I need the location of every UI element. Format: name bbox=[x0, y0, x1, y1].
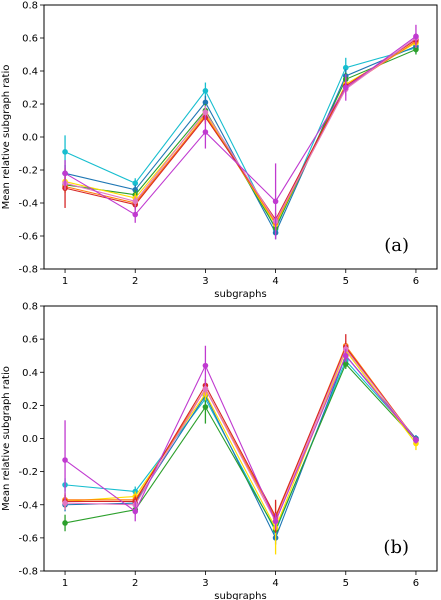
data-point bbox=[272, 198, 279, 205]
data-point bbox=[202, 129, 209, 135]
x-tick-label: 4 bbox=[272, 276, 278, 287]
y-tick-label: 0.0 bbox=[22, 133, 38, 144]
series-line bbox=[65, 344, 417, 520]
x-tick-label: 6 bbox=[413, 578, 419, 589]
y-tick-label: -0.2 bbox=[18, 467, 38, 478]
data-point bbox=[202, 362, 209, 369]
y-tick-label: 0.4 bbox=[22, 67, 38, 78]
x-tick-label: 2 bbox=[132, 276, 138, 287]
y-axis-label: Mean relative subgraph ratio bbox=[1, 366, 12, 511]
y-tick-label: 0.2 bbox=[22, 100, 38, 111]
data-point bbox=[342, 84, 349, 91]
series-1 bbox=[62, 42, 419, 236]
x-axis-label: subgraphs bbox=[214, 591, 266, 600]
data-point bbox=[202, 109, 209, 116]
panel-label: (a) bbox=[384, 235, 409, 256]
x-tick-label: 5 bbox=[343, 276, 349, 287]
data-point bbox=[272, 518, 279, 525]
data-point bbox=[202, 386, 209, 392]
data-point bbox=[62, 170, 68, 177]
data-point bbox=[413, 437, 419, 443]
data-point bbox=[342, 64, 349, 71]
data-point bbox=[62, 520, 68, 526]
series-line bbox=[65, 359, 417, 533]
axes-frame bbox=[43, 4, 438, 270]
data-point bbox=[62, 149, 68, 155]
data-point bbox=[132, 211, 139, 218]
series-8 bbox=[62, 24, 419, 240]
data-point bbox=[342, 361, 349, 367]
data-point bbox=[62, 500, 68, 506]
y-tick-label: 0.6 bbox=[22, 335, 38, 346]
data-point bbox=[132, 508, 139, 515]
series-3 bbox=[62, 359, 419, 537]
x-tick-label: 1 bbox=[62, 578, 68, 589]
series-line bbox=[65, 349, 417, 530]
series-8 bbox=[62, 345, 419, 530]
y-tick-label: -0.8 bbox=[18, 567, 38, 578]
panel-a: -0.8 -0.6 -0.4 -0.2 0.0 0.2 0.4 0.6 0.8 1 2 3 4 5 6 sub… bbox=[1, 1, 438, 300]
y-tick-label: 0.4 bbox=[22, 368, 38, 379]
y-tick-label: 0.8 bbox=[22, 1, 38, 12]
y-tick-label: 0.2 bbox=[22, 401, 38, 412]
x-tick-label: 2 bbox=[132, 578, 138, 589]
y-axis-label: Mean relative subgraph ratio bbox=[1, 65, 12, 210]
data-point bbox=[132, 198, 139, 205]
x-tick-label: 1 bbox=[62, 276, 68, 287]
series-6 bbox=[62, 34, 419, 227]
data-point bbox=[62, 457, 68, 463]
data-point bbox=[342, 352, 349, 359]
x-axis-label: subgraphs bbox=[214, 289, 266, 300]
data-point bbox=[202, 404, 209, 410]
panel-b: -0.8 -0.6 -0.4 -0.2 0.0 0.2 0.4 0.6 0.8 1 2 3 4 5 6 sub… bbox=[1, 302, 438, 600]
series-1 bbox=[62, 355, 419, 538]
y-tick-label: -0.4 bbox=[18, 500, 38, 511]
x-tick-label: 4 bbox=[272, 578, 278, 589]
y-tick-label: -0.6 bbox=[18, 232, 38, 243]
y-tick-label: -0.4 bbox=[18, 199, 38, 210]
series-line bbox=[65, 347, 417, 523]
y-tick-label: -0.6 bbox=[18, 533, 38, 544]
series-line bbox=[64, 362, 417, 531]
series-line bbox=[65, 346, 417, 518]
series-line bbox=[64, 354, 417, 523]
y-tick-label: 0.0 bbox=[22, 434, 38, 445]
series-line bbox=[64, 35, 417, 216]
data-point bbox=[413, 46, 419, 53]
x-tick-label: 3 bbox=[202, 578, 208, 589]
y-tick-label: 0.8 bbox=[22, 302, 38, 313]
data-point bbox=[202, 99, 209, 106]
y-tick-label: -0.8 bbox=[18, 265, 38, 276]
y-tick-label: 0.6 bbox=[22, 34, 38, 45]
x-tick-label: 3 bbox=[202, 276, 208, 287]
series-4 bbox=[62, 38, 419, 232]
axes-frame bbox=[43, 305, 438, 572]
series-line bbox=[64, 47, 417, 231]
x-tick-label: 5 bbox=[343, 578, 349, 589]
data-point bbox=[202, 88, 209, 94]
y-tick-label: -0.2 bbox=[18, 166, 38, 177]
data-point bbox=[132, 180, 139, 186]
series-line bbox=[64, 39, 417, 221]
x-tick-label: 6 bbox=[413, 276, 419, 287]
panel-label: (b) bbox=[383, 537, 409, 558]
data-point bbox=[413, 33, 419, 40]
